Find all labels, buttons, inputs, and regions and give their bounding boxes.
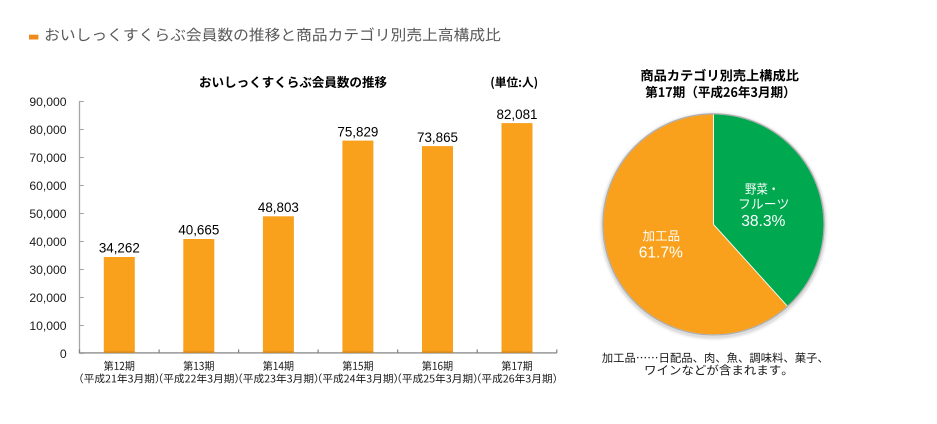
svg-text:73,865: 73,865 [417, 130, 458, 145]
svg-text:38.3%: 38.3% [741, 213, 785, 230]
svg-text:0: 0 [60, 347, 67, 361]
svg-text:90,000: 90,000 [29, 95, 66, 109]
svg-text:48,803: 48,803 [258, 200, 299, 215]
svg-text:75,829: 75,829 [337, 124, 378, 139]
svg-text:70,000: 70,000 [29, 151, 66, 165]
svg-text:20,000: 20,000 [29, 291, 66, 305]
svg-text:50,000: 50,000 [29, 207, 66, 221]
svg-text:30,000: 30,000 [29, 263, 66, 277]
svg-text:40,000: 40,000 [29, 235, 66, 249]
svg-text:80,000: 80,000 [29, 123, 66, 137]
svg-text:10,000: 10,000 [29, 319, 66, 333]
svg-text:40,665: 40,665 [178, 223, 219, 238]
svg-text:61.7%: 61.7% [639, 244, 683, 261]
svg-text:34,262: 34,262 [99, 241, 140, 256]
svg-text:82,081: 82,081 [497, 107, 538, 122]
svg-text:60,000: 60,000 [29, 179, 66, 193]
